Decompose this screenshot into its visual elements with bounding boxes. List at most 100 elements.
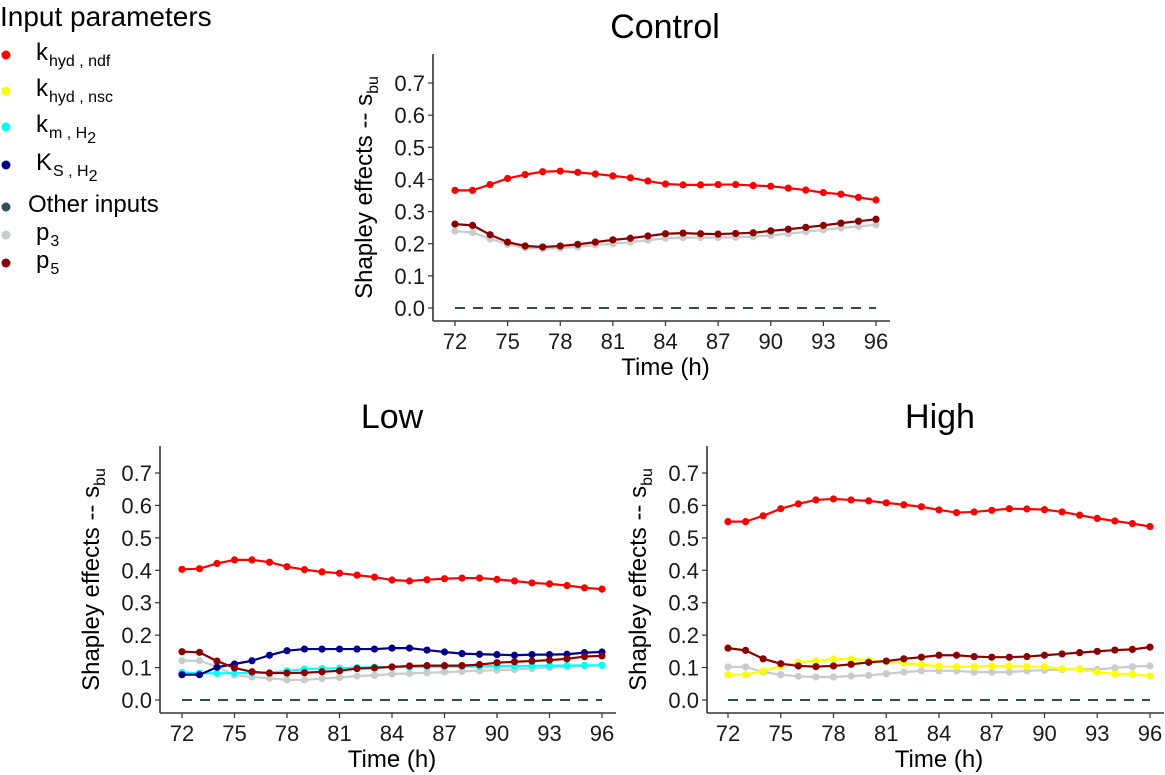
data-point-p3 [812,673,820,681]
data-point-p3 [1111,664,1119,672]
data-point-p5 [300,669,309,677]
data-point-p5 [988,653,996,661]
data-point-khyd_ndf [661,180,670,188]
data-point-KS_H2 [178,671,186,679]
data-point-khyd_ndf [732,180,740,189]
data-point-p5 [829,662,838,670]
legend-key-other [1,202,11,212]
x-axis-label: Time (h) [621,354,709,381]
data-point-khyd_nsc [1076,665,1084,673]
data-point-khyd_ndf [696,181,705,189]
data-point-p3 [335,674,344,682]
data-point-khyd_nsc [759,667,767,675]
data-point-p5 [528,657,536,665]
data-point-KS_H2 [493,651,501,659]
legend-item-KS_H2: KS , H2 [1,149,98,185]
data-point-khyd_ndf [644,177,652,185]
y-tick-label: 0.4 [668,558,699,583]
series-khyd_ndf [724,495,1154,531]
data-point-KS_H2 [458,650,466,658]
data-point-p5 [847,660,855,668]
data-point-KS_H2 [388,644,396,652]
data-point-p3 [829,673,838,681]
data-point-km_H2 [598,661,606,669]
data-point-p5 [626,234,635,242]
data-point-p5 [777,660,785,668]
data-point-khyd_ndf [213,559,221,568]
data-point-p3 [988,668,996,676]
data-point-khyd_ndf [283,563,291,571]
y-tick-label: 0.5 [394,135,425,160]
data-point-p3 [741,663,750,671]
data-point-p5 [872,215,880,223]
data-point-p5 [510,658,519,666]
series-p5 [724,643,1154,671]
y-tick-label: 0.0 [121,688,152,713]
data-point-p3 [195,657,204,665]
data-point-khyd_ndf [988,506,996,514]
data-point-khyd_nsc [1040,663,1049,671]
data-point-km_H2 [563,662,571,670]
data-point-khyd_ndf [626,174,635,182]
x-tick-label: 93 [811,329,835,354]
data-point-KS_H2 [283,647,291,655]
y-axis-label: Shapley effects -- sbu [351,76,382,299]
panel-title-low: Low [361,398,424,436]
data-point-khyd_nsc [1146,672,1154,680]
data-point-p5 [724,644,732,652]
data-point-khyd_ndf [784,184,792,192]
series-khyd_ndf [178,556,606,593]
data-point-KS_H2 [475,650,484,658]
data-point-khyd_ndf [854,193,863,202]
data-point-p5 [598,652,606,660]
data-point-KS_H2 [405,644,414,652]
data-point-khyd_ndf [749,181,757,190]
data-point-khyd_ndf [563,581,571,590]
data-point-khyd_ndf [580,584,589,592]
data-point-p5 [475,661,484,669]
data-point-KS_H2 [195,671,204,679]
legend-label-p3: p3 [36,219,59,250]
legend-label-p5: p5 [36,247,59,278]
data-point-p5 [545,656,554,664]
data-point-p5 [213,657,221,665]
data-point-khyd_ndf [759,512,767,520]
legend-item-p5: p5 [1,247,59,278]
data-point-p5 [661,230,670,238]
y-tick-label: 0.3 [668,591,699,616]
y-tick-label: 0.2 [394,232,425,257]
y-tick-label: 0.7 [394,71,425,96]
data-point-p5 [458,662,466,670]
data-point-p3 [388,670,396,678]
data-point-p5 [468,221,477,229]
data-point-khyd_ndf [1040,506,1049,514]
data-point-p5 [178,648,186,656]
y-tick-label: 0.0 [394,296,425,321]
data-point-khyd_ndf [865,497,873,505]
data-point-p5 [767,227,775,235]
data-point-khyd_ndf [829,495,838,503]
data-point-khyd_nsc [970,662,978,671]
data-point-khyd_ndf [970,508,978,516]
data-point-p5 [580,652,589,661]
data-point-khyd_ndf [837,190,845,198]
data-point-KS_H2 [370,645,379,653]
data-point-p5 [388,663,396,671]
data-point-p3 [970,668,978,676]
data-point-p3 [794,672,802,680]
data-point-khyd_ndf [847,496,855,504]
x-tick-label: 87 [432,721,456,746]
x-tick-label: 90 [1032,721,1056,746]
legend-title: Input parameters [0,1,212,32]
legend-key-p5 [1,258,11,268]
data-point-khyd_ndf [370,573,379,581]
data-point-p5 [812,662,820,671]
y-tick-label: 0.3 [121,591,152,616]
data-point-KS_H2 [300,645,309,653]
data-point-p5 [440,662,449,670]
data-point-khyd_ndf [777,505,785,513]
y-tick-label: 0.4 [121,558,152,583]
data-point-p5 [574,240,582,248]
data-point-khyd_ndf [318,568,326,576]
data-point-p5 [749,229,757,237]
